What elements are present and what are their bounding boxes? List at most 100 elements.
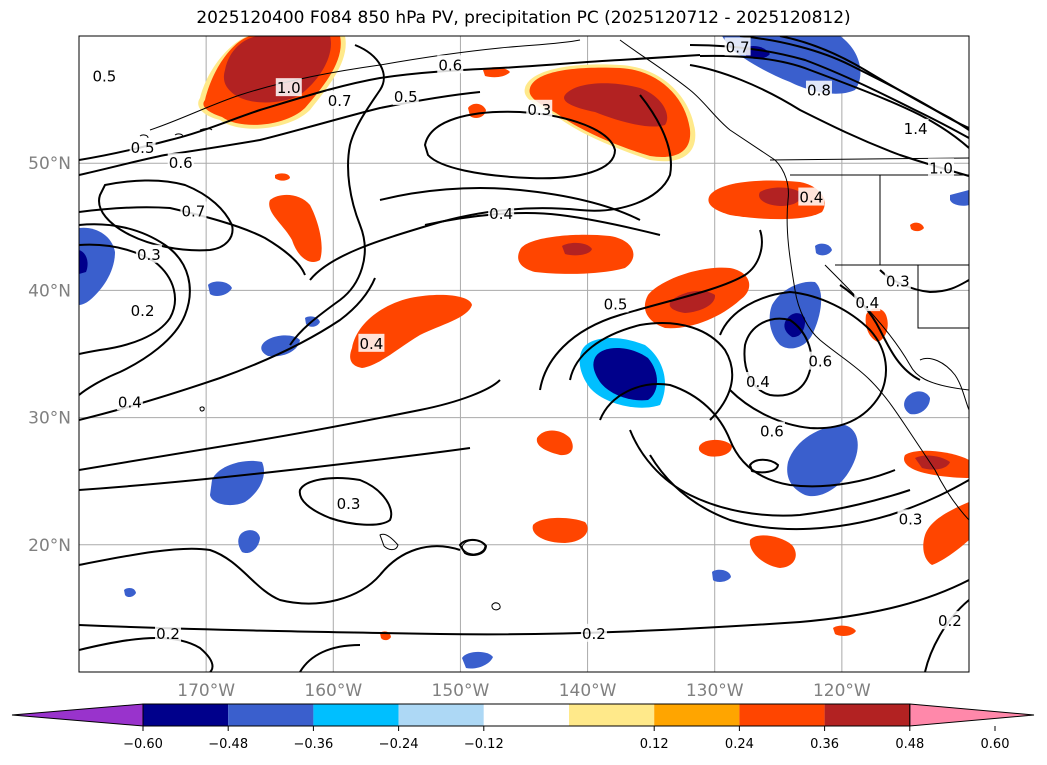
colorbar-min-extension bbox=[11, 703, 144, 727]
contour-label: 0.8 bbox=[807, 82, 831, 100]
colorbar-tick-label: −0.36 bbox=[293, 737, 333, 752]
negative-anomaly-region bbox=[593, 347, 657, 401]
colorbar-tick-label: −0.12 bbox=[464, 737, 504, 752]
contour-label: 1.0 bbox=[277, 79, 301, 97]
contour-label: 0.2 bbox=[582, 625, 606, 643]
contour-label: 0.5 bbox=[394, 88, 418, 106]
negative-anomaly-region bbox=[208, 281, 232, 296]
colorbar-segment bbox=[739, 704, 825, 726]
contour-label: 0.2 bbox=[131, 302, 155, 320]
contour-label-background bbox=[155, 623, 181, 642]
positive-anomaly-region bbox=[669, 290, 716, 313]
colorbar-segment bbox=[483, 704, 569, 726]
negative-anomaly-region bbox=[124, 588, 136, 598]
contour-label-background bbox=[580, 623, 607, 642]
contour-label-background bbox=[807, 351, 834, 370]
contour-label: 0.7 bbox=[726, 38, 750, 56]
contour-label-background bbox=[358, 333, 385, 352]
positive-anomaly-region bbox=[759, 187, 801, 206]
negative-anomaly-region bbox=[210, 460, 265, 506]
positive-anomaly-region bbox=[564, 83, 668, 127]
positive-anomaly-region bbox=[910, 222, 924, 232]
colorbar-segment bbox=[824, 704, 910, 726]
contour-label-background bbox=[758, 421, 785, 440]
contour-label: 0.4 bbox=[746, 373, 770, 391]
contour-label-background bbox=[902, 118, 929, 137]
contour-label-background bbox=[488, 204, 515, 223]
contour-label: 0.6 bbox=[169, 154, 193, 172]
negative-anomaly-region bbox=[79, 227, 115, 305]
contour-label-background bbox=[884, 271, 911, 290]
contour-label-background bbox=[526, 99, 553, 118]
negative-anomaly-region bbox=[950, 190, 969, 206]
positive-anomaly-region bbox=[833, 625, 856, 636]
contour-label-background bbox=[897, 509, 924, 528]
contour-label-background bbox=[798, 187, 825, 206]
contour-label-background bbox=[724, 37, 751, 56]
colorbar-tick-label: −0.60 bbox=[123, 737, 163, 752]
positive-anomaly-region bbox=[915, 455, 950, 470]
map-plot-area: 0.5 0.5 0.6 0.7 0.3 0.2 0.4 1.0 0.7 0.5 0.6 0.3 0.7 0… bbox=[79, 36, 969, 672]
colorbar-max-extension bbox=[909, 703, 1035, 727]
colorbar-tick-label: −0.24 bbox=[379, 737, 419, 752]
longitude-tick-label: 130°W bbox=[686, 681, 744, 701]
negative-anomaly-region bbox=[79, 250, 88, 274]
positive-anomaly-region bbox=[562, 242, 592, 256]
contour-label: 0.3 bbox=[137, 246, 161, 264]
colorbar-segment bbox=[228, 704, 314, 726]
negative-anomaly-region bbox=[238, 530, 260, 554]
contour-label-background bbox=[326, 90, 353, 109]
contour-label: 0.5 bbox=[92, 68, 116, 86]
positive-anomaly-region bbox=[698, 439, 732, 457]
contour-label-background bbox=[135, 244, 162, 263]
contour-label: 0.7 bbox=[328, 92, 352, 110]
contour-label-background bbox=[129, 300, 156, 319]
positive-anomaly-region bbox=[923, 502, 969, 565]
contour-label-background bbox=[167, 153, 194, 172]
contour-label-background bbox=[91, 66, 118, 85]
contour-label: 0.6 bbox=[760, 423, 784, 441]
positive-anomaly-region bbox=[536, 430, 573, 456]
contour-label: 0.3 bbox=[337, 495, 361, 513]
negative-anomaly-region bbox=[712, 569, 731, 582]
colorbar-tick-label: 0.48 bbox=[895, 737, 924, 752]
map-border bbox=[78, 35, 970, 673]
latitude-tick-label: 40°N bbox=[28, 281, 71, 301]
negative-anomaly-region bbox=[815, 243, 832, 256]
colorbar-segment bbox=[569, 704, 655, 726]
contour-label: 1.0 bbox=[929, 159, 953, 177]
map-background bbox=[79, 36, 969, 672]
contour-label: 0.2 bbox=[156, 625, 180, 643]
contour-label-background bbox=[854, 293, 881, 312]
latitude-tick-label: 30°N bbox=[28, 409, 71, 429]
contour-label-background bbox=[744, 371, 771, 390]
positive-anomaly-region bbox=[532, 517, 588, 543]
plot-title: 2025120400 F084 850 hPa PV, precipitatio… bbox=[196, 8, 851, 28]
contour-label-background bbox=[180, 201, 207, 220]
colorbar-outline bbox=[142, 703, 911, 727]
negative-anomaly-region bbox=[904, 391, 930, 415]
contour-label: 0.3 bbox=[886, 272, 910, 290]
longitude-tick-label: 170°W bbox=[177, 681, 235, 701]
contour-label: 0.4 bbox=[855, 294, 879, 312]
longitude-labels: 170°W 160°W 150°W 140°W 130°W 120°W bbox=[177, 681, 871, 701]
latitude-labels: 50°N 40°N 30°N 20°N bbox=[28, 154, 71, 556]
longitude-tick-label: 120°W bbox=[813, 681, 871, 701]
contour-label-background bbox=[275, 78, 302, 97]
positive-anomaly-region bbox=[483, 67, 510, 78]
contour-label: 0.5 bbox=[604, 295, 628, 313]
positive-anomaly-region bbox=[269, 194, 322, 262]
contour-label: 0.3 bbox=[899, 510, 923, 528]
contour-label: 0.7 bbox=[181, 203, 205, 221]
negative-anomaly-region bbox=[261, 335, 300, 357]
contour-label-background bbox=[129, 137, 156, 156]
colorbar: −0.60 −0.48 −0.36 −0.24 −0.12 0.12 0.24 0.36 0.4… bbox=[11, 703, 1035, 752]
longitude-tick-label: 150°W bbox=[432, 681, 490, 701]
contour-label: 0.4 bbox=[359, 335, 383, 353]
contour-label: 0.4 bbox=[118, 393, 142, 411]
colorbar-segment bbox=[398, 704, 484, 726]
contour-label: 0.3 bbox=[527, 101, 551, 119]
negative-anomaly-region bbox=[462, 651, 493, 669]
positive-anomaly-region bbox=[275, 173, 290, 181]
